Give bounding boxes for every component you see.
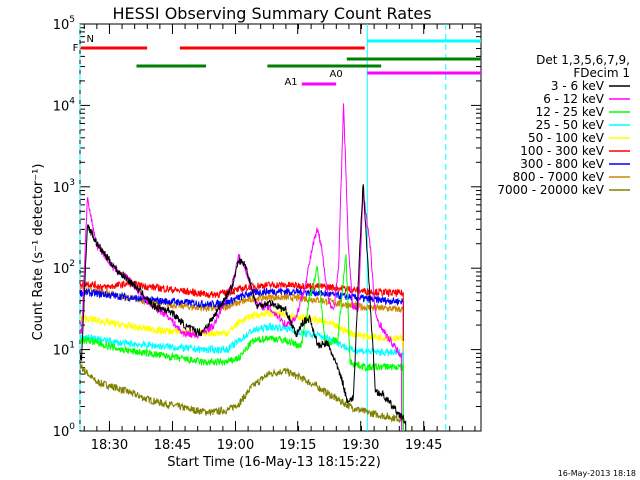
legend-entry-label: 100 - 300 keV (520, 144, 604, 158)
y-tick-label: 101 (53, 341, 75, 359)
legend-entry-label: 50 - 100 keV (528, 131, 605, 145)
legend-entry-label: 3 - 6 keV (551, 79, 605, 93)
x-axis-label: Start Time (16-May-13 18:15:22) (167, 455, 381, 470)
legend-title-line: FDecim 1 (573, 66, 630, 80)
y-tick-label: 104 (53, 96, 76, 114)
legend-title-line: Det 1,3,5,6,7,9, (536, 53, 630, 67)
x-tick-label: 18:30 (91, 438, 128, 453)
legend-entry-label: 12 - 25 keV (536, 105, 605, 119)
legend-entry-label: 7000 - 20000 keV (497, 183, 604, 197)
chart-title: HESSI Observing Summary Count Rates (112, 4, 431, 23)
timestamp: 16-May-2013 18:18 (558, 469, 636, 478)
series-line (80, 184, 407, 431)
y-tick-label: 102 (53, 259, 75, 277)
plot-area: 100 101 102 103 104 105 18:30 18:45 19:00 19:15 19… (53, 15, 482, 453)
y-axis-label: Count Rate (s⁻¹ detector⁻¹) (31, 164, 46, 341)
series-line (80, 308, 404, 431)
y-tick-label: 100 (53, 422, 76, 440)
x-tick-label: 19:00 (217, 438, 254, 453)
y-tick-label: 105 (53, 15, 75, 33)
legend-entry-label: 800 - 7000 keV (513, 170, 605, 184)
flag-bar-label: A1 (284, 77, 297, 88)
x-tick-label: 19:15 (279, 438, 316, 453)
x-tick-label: 19:30 (342, 438, 379, 453)
y-tick-label: 103 (53, 178, 75, 196)
legend-entry-label: 25 - 50 keV (536, 118, 605, 132)
series-group (80, 103, 407, 431)
flag-bar-label: N (87, 34, 94, 45)
flag-bar-label: F (73, 43, 79, 54)
series-line (80, 322, 404, 431)
x-tick-label: 18:45 (154, 438, 191, 453)
series-line (80, 363, 404, 431)
series-line (80, 254, 404, 431)
x-tick-label: 19:45 (405, 438, 442, 453)
flag-bar-label: A0 (330, 69, 343, 80)
legend-entry-label: 6 - 12 keV (543, 92, 605, 106)
legend-entry-label: 300 - 800 keV (520, 157, 604, 171)
